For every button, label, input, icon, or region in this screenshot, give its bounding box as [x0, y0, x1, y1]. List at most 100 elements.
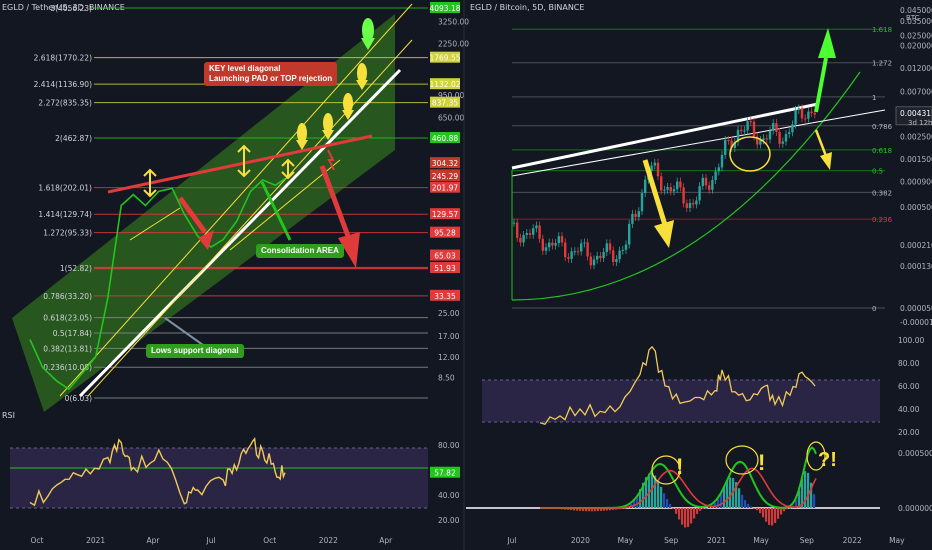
- price-tag-bg: [430, 249, 460, 261]
- candle: [621, 249, 624, 251]
- macd-bar: [708, 507, 711, 508]
- candle: [672, 189, 676, 192]
- macd-bar: [609, 508, 612, 511]
- fib-label: 2(462.87): [55, 134, 92, 143]
- time-tick: Jul: [206, 536, 216, 545]
- axis-tick: 25.00: [438, 309, 460, 318]
- candle: [519, 237, 522, 243]
- price-tag-label: 129.57: [432, 210, 458, 219]
- price-tag-bg: [430, 289, 460, 301]
- macd-bar: [735, 482, 738, 508]
- green-arrow-consolidation: [260, 181, 292, 241]
- candle: [663, 189, 666, 191]
- candle: [618, 250, 621, 260]
- macd-bar: [591, 508, 594, 512]
- rocket-icon: [342, 93, 354, 120]
- fib-label: 0(6.03): [65, 394, 92, 403]
- candle: [778, 132, 781, 144]
- fib-label: 1.272(95.33): [43, 229, 92, 238]
- candle: [807, 111, 810, 119]
- macd-bar: [666, 499, 669, 508]
- time-tick: 2021: [707, 536, 726, 545]
- fib-label: 0.5(17.84): [53, 329, 92, 338]
- exclamation-mark-1: !: [676, 454, 683, 479]
- candle: [612, 250, 615, 262]
- time-tick: 2022: [319, 536, 338, 545]
- fib-label: 0: [872, 305, 876, 313]
- axis-tick: -0.000010: [900, 318, 932, 327]
- candle: [660, 176, 663, 191]
- macd-bar: [573, 508, 576, 511]
- macd-bar: [717, 498, 720, 508]
- rsi-tick: 40.00: [898, 405, 920, 414]
- time-tick: Oct: [263, 536, 276, 545]
- price-tag: 65.03: [430, 249, 460, 261]
- fib-label: 2.414(1136.90): [34, 80, 92, 89]
- left-rsi-title: RSI: [2, 411, 15, 420]
- fib-label: 1(52.82): [60, 264, 92, 273]
- candle: [804, 118, 807, 120]
- macd-bar: [765, 508, 768, 522]
- macd-tick: 0.000500: [898, 449, 932, 458]
- fib-label: 1.618: [872, 26, 892, 34]
- candle: [580, 243, 583, 252]
- macd-bar: [807, 472, 810, 508]
- price-tag-label: 4093.18: [429, 4, 460, 13]
- macd-bar: [588, 508, 591, 512]
- macd-bar: [705, 507, 708, 509]
- fib-label: 1.414(129.74): [38, 210, 92, 219]
- candle: [685, 203, 688, 208]
- consolidation-upper-line: [129, 207, 181, 241]
- candle: [544, 247, 548, 251]
- price-tag-label: 304.32: [432, 159, 458, 168]
- yellow-arrow-down-head: [654, 220, 674, 248]
- red-zigzag: [327, 149, 335, 171]
- time-tick: May: [753, 536, 769, 545]
- candle: [813, 112, 816, 115]
- rsi-current-tag-bg: [430, 466, 460, 478]
- rsi-tick: 80.00: [898, 359, 920, 368]
- price-tag: 129.57: [430, 208, 460, 220]
- macd-bar: [804, 471, 807, 508]
- price-tag-label: 245.29: [432, 172, 458, 181]
- key-level-note: KEY level diagonal Launching PAD or TOP …: [204, 62, 338, 86]
- price-tag: 1132.02: [429, 78, 461, 90]
- candle: [666, 187, 669, 190]
- axis-tick: 12.00: [438, 353, 460, 362]
- axis-tick: 650.00: [438, 114, 464, 123]
- time-tick: Oct: [31, 536, 44, 545]
- candle: [717, 167, 720, 172]
- macd-bar: [600, 508, 603, 511]
- candle: [583, 242, 586, 244]
- left-price-axis: 460.88 201.97 129.57 95.28 51.93 33.35 837.35 1…: [429, 2, 469, 382]
- macd-bar: [756, 508, 759, 511]
- price-tag-bg: [430, 96, 460, 108]
- macd-bar: [810, 482, 813, 508]
- red-arrows: [177, 149, 360, 268]
- macd-bar: [702, 508, 705, 509]
- macd-bar: [684, 508, 687, 528]
- time-tick: 2022: [843, 536, 862, 545]
- rsi-tick: 40.00: [438, 491, 460, 500]
- macd-bar: [747, 503, 750, 508]
- candle: [701, 177, 704, 187]
- macd-bar: [813, 494, 816, 508]
- price-tag-label: 460.88: [432, 134, 458, 143]
- macd-bar: [660, 486, 663, 508]
- candle: [698, 186, 701, 201]
- candle: [596, 255, 599, 260]
- current-price-tag-bg: [895, 106, 932, 126]
- macd-bar: [798, 490, 801, 508]
- candle: [752, 121, 756, 137]
- candle: [535, 225, 538, 229]
- yellow-markers: [143, 144, 295, 198]
- right-rsi-band: [482, 380, 880, 422]
- macd-bar: [762, 508, 765, 518]
- right-chart-panel: EGLD / Bitcoin, 5D, BINANCE 1.6181.27210…: [466, 3, 932, 545]
- axis-tick: 0.000050: [900, 304, 932, 313]
- macd-bar: [576, 508, 579, 511]
- price-tag-bg: [430, 132, 460, 144]
